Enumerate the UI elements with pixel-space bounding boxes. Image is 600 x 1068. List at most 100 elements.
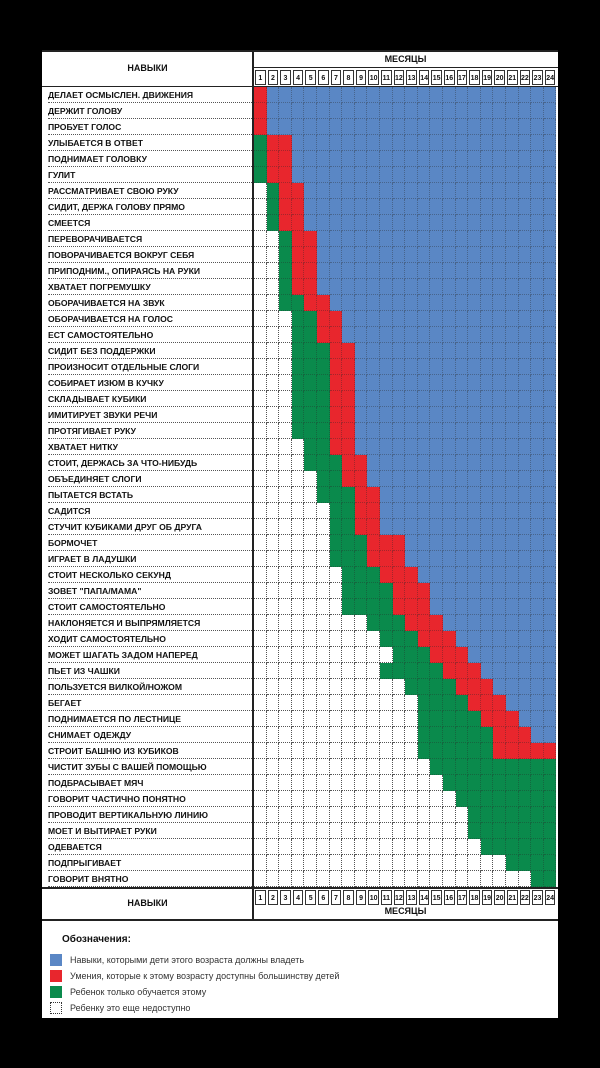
cell-unavailable (266, 231, 280, 247)
cell-must (430, 519, 443, 535)
cell-unavailable (354, 871, 368, 887)
cell-must (405, 455, 418, 471)
cell-learning (531, 807, 544, 823)
cell-must (506, 551, 519, 567)
cell-learning (430, 711, 443, 727)
cell-most (392, 583, 406, 599)
cell-learning (317, 343, 330, 359)
cell-must (468, 583, 481, 599)
cell-must (430, 215, 443, 231)
cell-learning (506, 775, 519, 791)
cell-must (455, 263, 469, 279)
cell-most (254, 87, 267, 103)
cell-must (405, 199, 418, 215)
cell-must (455, 567, 469, 583)
cell-unavailable (392, 807, 406, 823)
cell-must (468, 647, 481, 663)
cell-must (354, 135, 368, 151)
cell-must (304, 135, 317, 151)
cell-must (443, 407, 456, 423)
skill-label: СТОИТ САМОСТОЯТЕЛЬНО (48, 599, 252, 615)
cell-unavailable (266, 263, 280, 279)
cell-must (468, 535, 481, 551)
skill-label: ОБОРАЧИВАЕТСЯ НА ГОЛОС (48, 311, 252, 327)
cell-learning (329, 551, 343, 567)
cell-must (329, 87, 343, 103)
cell-must (354, 391, 368, 407)
cell-must (468, 487, 481, 503)
cell-must (317, 247, 330, 263)
cell-must (443, 519, 456, 535)
cell-unavailable (367, 711, 380, 727)
cell-must (430, 231, 443, 247)
cell-must (279, 119, 292, 135)
skill-label: ПЬЕТ ИЗ ЧАШКИ (48, 663, 252, 679)
skill-label: ЧИСТИТ ЗУБЫ С ВАШЕЙ ПОМОЩЬЮ (48, 759, 252, 775)
cell-must (380, 487, 393, 503)
cell-learning (417, 743, 431, 759)
cell-must (405, 375, 418, 391)
cell-must (506, 295, 519, 311)
cell-must (531, 343, 544, 359)
cell-unavailable (304, 567, 317, 583)
cell-most (493, 743, 506, 759)
cell-must (392, 135, 406, 151)
cell-must (468, 135, 481, 151)
cell-unavailable (254, 583, 267, 599)
skill-label: ГОВОРИТ ВНЯТНО (48, 871, 252, 887)
cell-must (543, 183, 557, 199)
cell-unavailable (266, 823, 280, 839)
cell-unavailable (455, 823, 469, 839)
cell-learning (354, 567, 368, 583)
cell-most (317, 327, 330, 343)
cell-unavailable (342, 631, 355, 647)
cell-must (531, 87, 544, 103)
cell-unavailable (266, 391, 280, 407)
cell-learning (342, 583, 355, 599)
cell-most (291, 183, 305, 199)
cell-unavailable (254, 759, 267, 775)
cell-must (468, 359, 481, 375)
skill-label: СМЕЕТСЯ (48, 215, 252, 231)
cell-must (468, 311, 481, 327)
cell-must (455, 231, 469, 247)
cell-unavailable (279, 599, 292, 615)
skill-label: БОРМОЧЕТ (48, 535, 252, 551)
cell-must (493, 183, 506, 199)
cell-learning (443, 727, 456, 743)
month-bottom-12: 12 (393, 890, 405, 905)
legend-item-learning: Ребенок только обучается этому (50, 984, 206, 1000)
cell-must (531, 247, 544, 263)
cell-most (480, 695, 494, 711)
cell-unavailable (367, 791, 380, 807)
cell-must (443, 135, 456, 151)
cell-must (380, 231, 393, 247)
month-top-18: 18 (469, 70, 480, 85)
cell-must (367, 439, 380, 455)
cell-must (455, 183, 469, 199)
cell-must (392, 343, 406, 359)
cell-must (405, 119, 418, 135)
cell-must (417, 567, 431, 583)
legend-text-none: Ребенку это еще недоступно (70, 1003, 191, 1013)
cell-learning (304, 359, 317, 375)
cell-most (304, 279, 317, 295)
cell-must (392, 247, 406, 263)
cell-most (266, 135, 280, 151)
cell-must (417, 343, 431, 359)
cell-must (543, 423, 557, 439)
cell-unavailable (304, 695, 317, 711)
cell-unavailable (329, 567, 343, 583)
cell-unavailable (254, 231, 267, 247)
skill-label: ЗОВЕТ "ПАПА/МАМА" (48, 583, 252, 599)
cell-learning (455, 743, 469, 759)
cell-unavailable (367, 855, 380, 871)
cell-must (367, 375, 380, 391)
legend-swatch-most (50, 970, 62, 982)
cell-must (291, 135, 305, 151)
cell-must (493, 583, 506, 599)
cell-must (342, 327, 355, 343)
cell-unavailable (392, 679, 406, 695)
cell-must (518, 455, 532, 471)
cell-must (443, 375, 456, 391)
